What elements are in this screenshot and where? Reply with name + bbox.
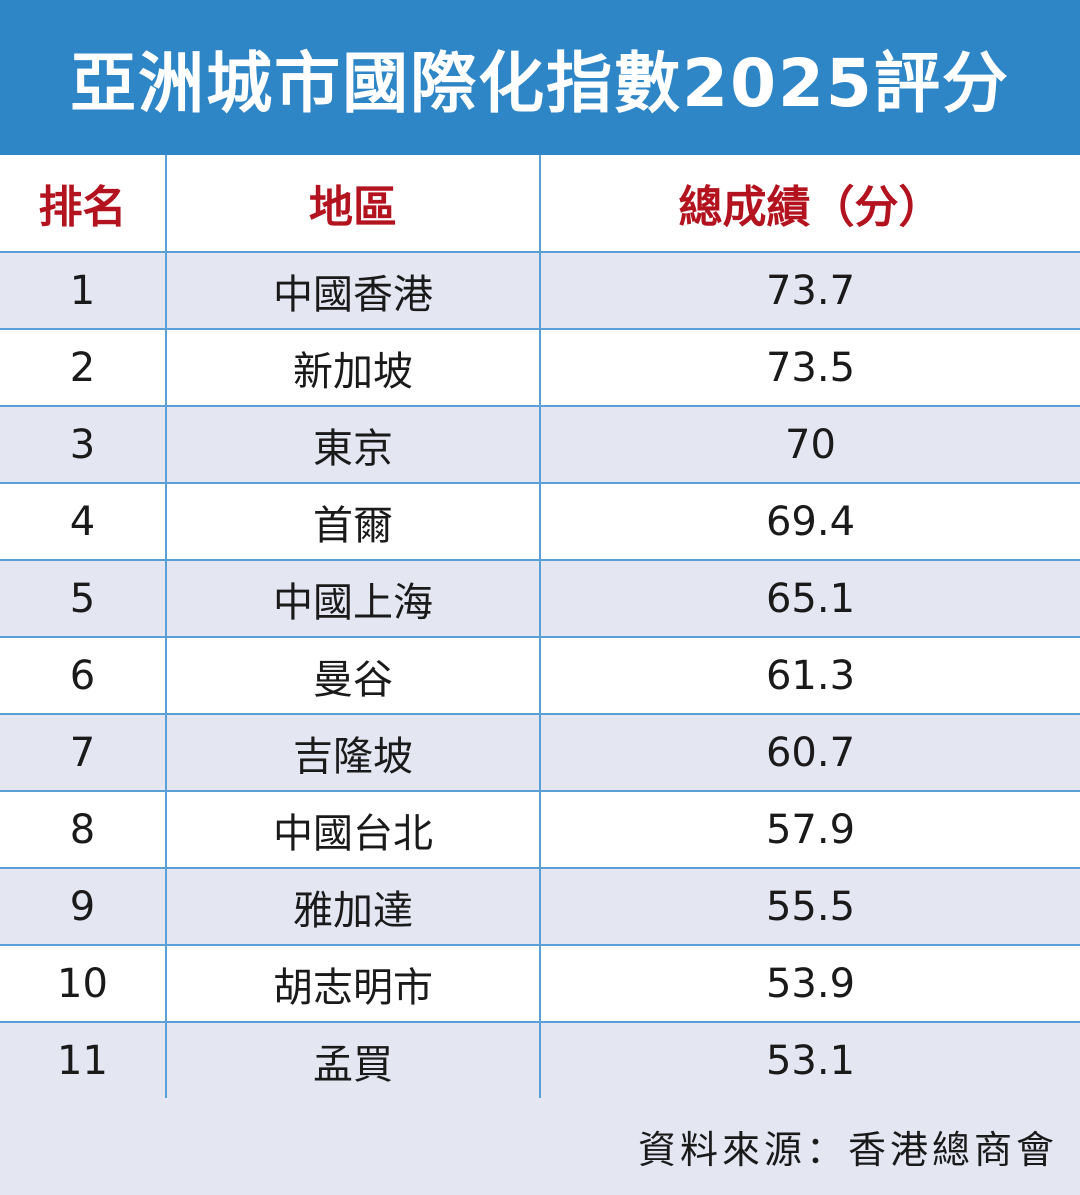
region-cell: 吉隆坡 xyxy=(167,715,541,790)
table-row: 10 胡志明市 53.9 xyxy=(0,946,1080,1023)
table-row: 6 曼谷 61.3 xyxy=(0,638,1080,715)
score-cell: 73.5 xyxy=(765,344,856,391)
ranking-table: 排名 地區 總成績（分） 1 中國香港 73.7 2 新加坡 73.5 3 東京… xyxy=(0,155,1080,1100)
table-row: 3 東京 70 xyxy=(0,407,1080,484)
table-row: 11 孟買 53.1 xyxy=(0,1023,1080,1100)
header-rank: 排名 xyxy=(0,155,167,251)
score-cell: 65.1 xyxy=(765,575,856,622)
score-cell: 61.3 xyxy=(765,652,856,699)
title-bar: 亞洲城市國際化指數2025評分 xyxy=(0,0,1080,155)
table-row: 4 首爾 69.4 xyxy=(0,484,1080,561)
rank-cell: 11 xyxy=(0,1023,167,1098)
score-cell: 70 xyxy=(785,421,836,468)
rank-cell: 10 xyxy=(0,946,167,1021)
region-cell: 中國香港 xyxy=(167,253,541,328)
region-cell: 孟買 xyxy=(167,1023,541,1098)
region-cell: 新加坡 xyxy=(167,330,541,405)
region-cell: 首爾 xyxy=(167,484,541,559)
chart-title: 亞洲城市國際化指數2025評分 xyxy=(70,44,1010,122)
rank-cell: 9 xyxy=(0,869,167,944)
score-cell: 53.9 xyxy=(765,960,856,1007)
table-row: 2 新加坡 73.5 xyxy=(0,330,1080,407)
region-cell: 中國台北 xyxy=(167,792,541,867)
score-cell: 57.9 xyxy=(765,806,856,853)
table-row: 9 雅加達 55.5 xyxy=(0,869,1080,946)
rank-cell: 8 xyxy=(0,792,167,867)
score-cell: 53.1 xyxy=(765,1037,856,1084)
rank-cell: 4 xyxy=(0,484,167,559)
rank-cell: 6 xyxy=(0,638,167,713)
score-cell: 55.5 xyxy=(765,883,856,930)
source-footer: 資料來源：香港總商會 xyxy=(0,1098,1080,1195)
header-region: 地區 xyxy=(167,155,541,251)
rank-cell: 2 xyxy=(0,330,167,405)
table-row: 8 中國台北 57.9 xyxy=(0,792,1080,869)
region-cell: 雅加達 xyxy=(167,869,541,944)
header-score: 總成績（分） xyxy=(678,182,943,233)
rank-cell: 3 xyxy=(0,407,167,482)
rank-cell: 5 xyxy=(0,561,167,636)
table-row: 7 吉隆坡 60.7 xyxy=(0,715,1080,792)
region-cell: 曼谷 xyxy=(167,638,541,713)
rank-cell: 7 xyxy=(0,715,167,790)
score-cell: 60.7 xyxy=(765,729,856,776)
table-row: 1 中國香港 73.7 xyxy=(0,253,1080,330)
table-header-row: 排名 地區 總成績（分） xyxy=(0,155,1080,253)
region-cell: 中國上海 xyxy=(167,561,541,636)
score-cell: 73.7 xyxy=(765,267,856,314)
region-cell: 東京 xyxy=(167,407,541,482)
score-cell: 69.4 xyxy=(765,498,856,545)
table-row: 5 中國上海 65.1 xyxy=(0,561,1080,638)
source-note: 資料來源：香港總商會 xyxy=(637,1128,1058,1172)
rank-cell: 1 xyxy=(0,253,167,328)
region-cell: 胡志明市 xyxy=(167,946,541,1021)
